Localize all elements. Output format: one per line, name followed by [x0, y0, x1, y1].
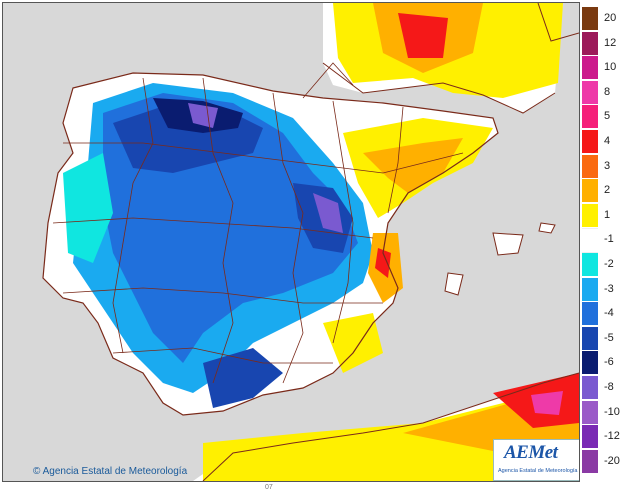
france-coastline — [322, 62, 556, 114]
legend-label: 1 — [604, 208, 611, 221]
legend-swatch — [582, 105, 598, 129]
legend-label: 20 — [604, 12, 617, 24]
aemet-logo: AEMet Agencia Estatal de Meteorología — [493, 439, 579, 481]
legend-swatch — [582, 376, 598, 399]
warm-france-core — [398, 13, 448, 58]
legend-label: -5 — [604, 331, 614, 344]
warm-valencia-core — [375, 248, 391, 278]
legend-swatch — [582, 277, 598, 301]
legend-label: -2 — [604, 258, 614, 270]
warm-southeast — [323, 313, 383, 373]
legend-label: 8 — [604, 85, 611, 98]
legend-label: 2 — [604, 184, 611, 197]
legend-swatch — [582, 425, 598, 449]
warm-africa — [203, 383, 579, 481]
legend-swatch — [582, 31, 598, 55]
copyright-icon: © — [33, 466, 41, 477]
balearic-menorca — [538, 222, 556, 234]
legend-label: -1 — [604, 233, 614, 246]
alps-border — [537, 3, 579, 42]
legend-swatch — [582, 449, 598, 473]
legend-label: 10 — [604, 61, 617, 74]
legend-swatch — [582, 400, 598, 424]
legend-label: 4 — [604, 135, 611, 147]
legend-swatch — [582, 351, 598, 375]
legend-swatch — [582, 154, 598, 178]
legend-label: -12 — [604, 430, 620, 443]
legend-label: -4 — [604, 307, 614, 320]
legend-swatch — [582, 179, 598, 203]
legend-label: -8 — [604, 381, 614, 393]
legend-swatch — [582, 80, 598, 104]
legend-label: -3 — [604, 282, 614, 295]
legend-swatch — [582, 203, 598, 227]
legend-swatch — [582, 7, 598, 30]
legend-swatch — [582, 130, 598, 153]
legend-label: -10 — [604, 405, 620, 418]
legend-swatch — [582, 302, 598, 326]
legend-swatch — [582, 56, 598, 80]
warm-africa-extreme — [531, 391, 563, 415]
balearic-ibiza — [444, 272, 464, 296]
copyright-text: Agencia Estatal de Meteorología — [42, 466, 188, 477]
legend-swatch — [582, 253, 598, 276]
aemet-logo-brand: AEMet — [504, 442, 558, 463]
map-frame: © Agencia Estatal de Meteorología AEMet … — [2, 2, 580, 482]
legend-label: -6 — [604, 356, 614, 369]
legend-label: 5 — [604, 110, 611, 123]
color-legend: 20 12 10 8 5 4 3 2 1 -1 -2 -3 -4 -5 -6 -8 -10 -12 -20 — [582, 7, 628, 477]
province-borders — [52, 62, 464, 384]
legend-label: 3 — [604, 159, 611, 172]
cold-region-west — [63, 153, 113, 263]
legend-label: 12 — [604, 36, 617, 49]
iberia-coastline — [42, 72, 499, 416]
balearic-mallorca — [492, 232, 524, 256]
cold-extreme-north — [188, 103, 218, 128]
africa-coastline — [202, 372, 579, 481]
legend-swatch — [582, 228, 598, 254]
temperature-anomaly-map — [3, 3, 579, 481]
legend-label: -20 — [604, 454, 620, 467]
cold-extreme-east — [313, 193, 343, 233]
footer-mark: 07 — [265, 484, 273, 491]
aemet-logo-subtitle: Agencia Estatal de Meteorología — [498, 468, 578, 474]
copyright-notice: © Agencia Estatal de Meteorología — [33, 466, 187, 477]
legend-swatch — [582, 326, 598, 350]
